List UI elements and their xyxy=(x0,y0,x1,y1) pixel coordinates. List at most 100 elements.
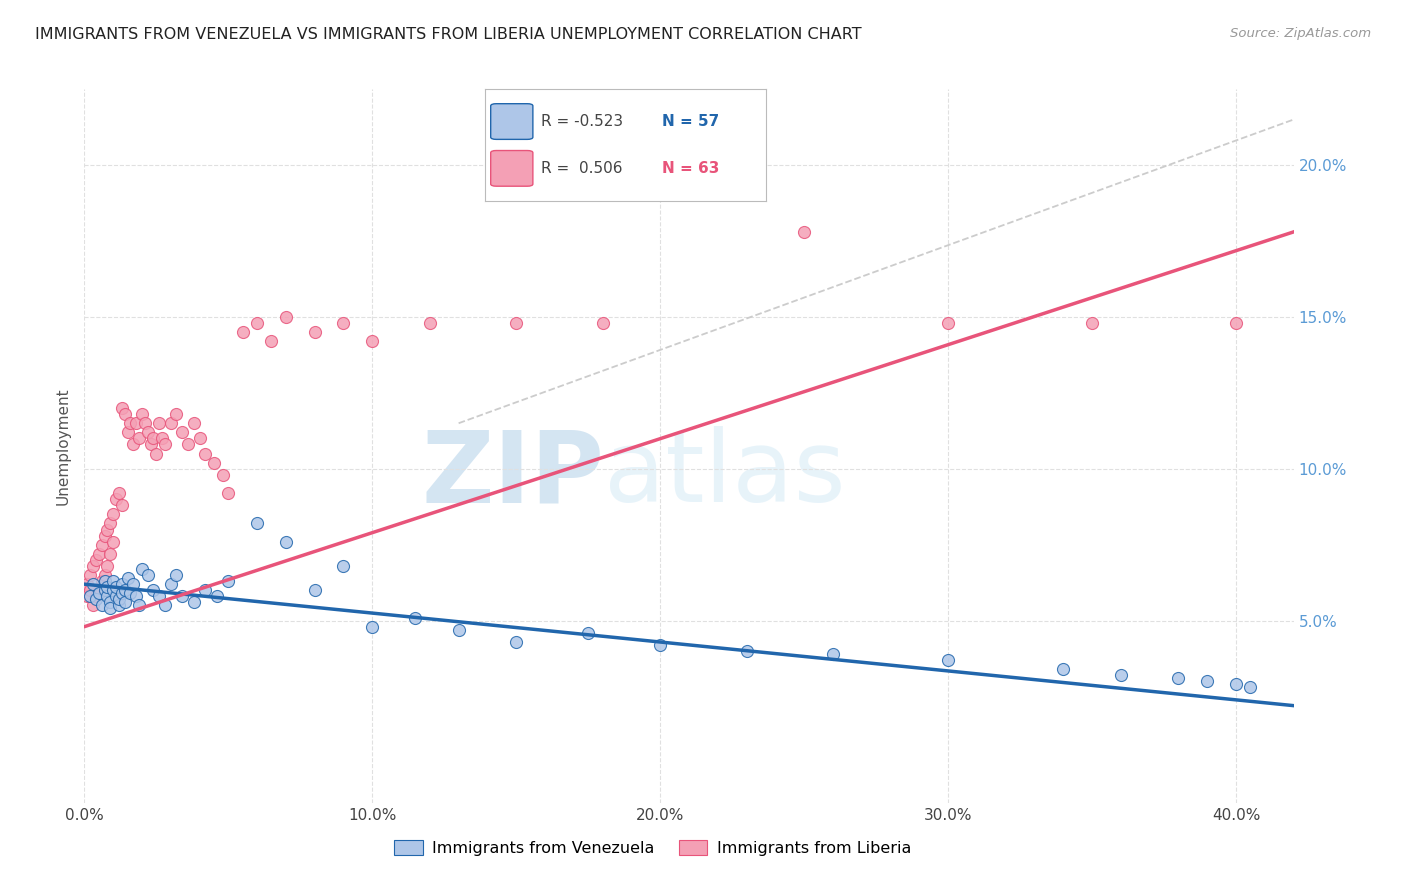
Point xyxy=(82,558,104,573)
Point xyxy=(84,553,107,567)
Point xyxy=(1052,662,1074,676)
Point xyxy=(136,425,159,440)
Point xyxy=(194,583,217,598)
Point xyxy=(117,571,139,585)
Point xyxy=(90,538,112,552)
Point xyxy=(1239,681,1261,695)
Text: R =  0.506: R = 0.506 xyxy=(541,161,623,176)
Point xyxy=(101,574,124,588)
Point xyxy=(96,523,118,537)
Point xyxy=(592,316,614,330)
Point xyxy=(232,325,254,339)
Point xyxy=(177,437,200,451)
Point xyxy=(108,592,131,607)
Point xyxy=(96,558,118,573)
Point xyxy=(90,574,112,588)
Point xyxy=(111,401,134,415)
Point xyxy=(260,334,283,349)
Point xyxy=(105,590,128,604)
FancyBboxPatch shape xyxy=(491,103,533,139)
Point xyxy=(576,625,599,640)
Point xyxy=(650,638,672,652)
Point xyxy=(87,586,110,600)
Text: atlas: atlas xyxy=(605,426,846,523)
Point xyxy=(172,590,194,604)
Point xyxy=(274,310,297,324)
Point xyxy=(139,437,162,451)
Point xyxy=(217,486,239,500)
Point xyxy=(87,547,110,561)
Point xyxy=(101,583,124,598)
Text: IMMIGRANTS FROM VENEZUELA VS IMMIGRANTS FROM LIBERIA UNEMPLOYMENT CORRELATION CH: IMMIGRANTS FROM VENEZUELA VS IMMIGRANTS … xyxy=(35,27,862,42)
Point xyxy=(1081,316,1104,330)
Point xyxy=(145,447,167,461)
Point xyxy=(82,577,104,591)
Point xyxy=(217,574,239,588)
Point xyxy=(87,583,110,598)
Text: N = 63: N = 63 xyxy=(662,161,720,176)
Point xyxy=(183,416,205,430)
Point xyxy=(142,583,165,598)
Point xyxy=(93,528,115,542)
Point xyxy=(172,425,194,440)
Point xyxy=(304,583,326,598)
Point xyxy=(93,583,115,598)
Point xyxy=(148,590,170,604)
Point xyxy=(111,577,134,591)
Point xyxy=(125,590,148,604)
Point xyxy=(304,325,326,339)
Point xyxy=(84,590,107,604)
Legend: Immigrants from Venezuela, Immigrants from Liberia: Immigrants from Venezuela, Immigrants fr… xyxy=(388,834,918,863)
Point xyxy=(1197,674,1219,689)
Text: ZIP: ZIP xyxy=(422,426,605,523)
Point xyxy=(821,647,844,661)
Point xyxy=(735,644,758,658)
Point xyxy=(105,492,128,507)
Point xyxy=(114,407,136,421)
Point xyxy=(108,599,131,613)
Point xyxy=(76,590,98,604)
Point xyxy=(332,316,354,330)
Point xyxy=(82,599,104,613)
Point xyxy=(1225,677,1247,691)
Point xyxy=(134,416,156,430)
FancyBboxPatch shape xyxy=(491,151,533,186)
Point xyxy=(98,601,121,615)
Point xyxy=(122,577,145,591)
Point xyxy=(246,316,269,330)
Point xyxy=(120,416,142,430)
Point xyxy=(150,431,173,445)
Y-axis label: Unemployment: Unemployment xyxy=(55,387,70,505)
Point xyxy=(194,447,217,461)
Point xyxy=(188,431,211,445)
Point xyxy=(117,425,139,440)
Point xyxy=(101,508,124,522)
Point xyxy=(166,407,188,421)
Point xyxy=(79,583,101,598)
Point xyxy=(148,416,170,430)
Point xyxy=(108,486,131,500)
Point xyxy=(101,534,124,549)
Point xyxy=(84,592,107,607)
Point xyxy=(447,623,470,637)
Point xyxy=(1167,671,1189,685)
Point xyxy=(98,595,121,609)
Point xyxy=(202,456,225,470)
Point xyxy=(153,599,176,613)
Point xyxy=(120,586,142,600)
Point xyxy=(114,583,136,598)
Point xyxy=(505,316,527,330)
Point xyxy=(76,577,98,591)
Point xyxy=(361,334,384,349)
Point xyxy=(131,562,153,576)
Point xyxy=(183,595,205,609)
Point xyxy=(505,635,527,649)
Point xyxy=(1109,668,1132,682)
Text: Source: ZipAtlas.com: Source: ZipAtlas.com xyxy=(1230,27,1371,40)
Point xyxy=(404,610,426,624)
Point xyxy=(111,586,134,600)
Point xyxy=(1225,316,1247,330)
Point xyxy=(136,568,159,582)
Point xyxy=(122,437,145,451)
Point xyxy=(205,590,228,604)
